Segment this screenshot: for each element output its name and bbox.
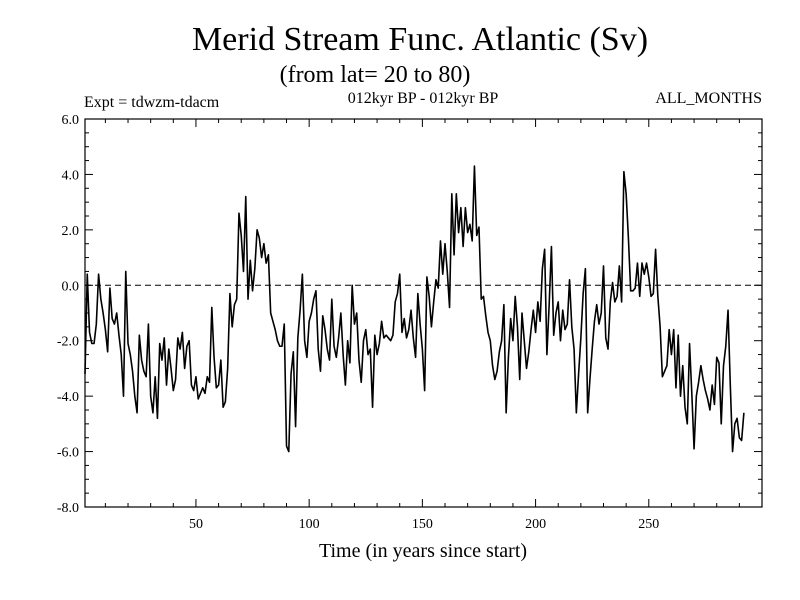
y-tick-label: -2.0 xyxy=(57,335,79,350)
x-tick-label: 150 xyxy=(412,517,433,532)
y-axis: -8.0 -6.0 -4.0 -2.0 0.0 2.0 4.0 6.0 xyxy=(57,113,762,516)
y-tick-label: -6.0 xyxy=(57,446,79,461)
x-tick-label: 250 xyxy=(638,517,659,532)
chart-title: Merid Stream Func. Atlantic (Sv) xyxy=(192,21,648,58)
y-tick-label: -8.0 xyxy=(57,501,79,516)
months-label: ALL_MONTHS xyxy=(655,90,762,107)
x-tick-label: 50 xyxy=(189,517,203,532)
y-tick-label: 4.0 xyxy=(62,168,80,183)
series-line xyxy=(84,165,745,453)
experiment-label: Expt = tdwzm-tdacm xyxy=(84,94,220,111)
y-tick-label: 6.0 xyxy=(62,113,80,128)
y-tick-label: -4.0 xyxy=(57,390,79,405)
x-tick-label: 100 xyxy=(299,517,320,532)
chart-subtitle: (from lat= 20 to 80) xyxy=(280,62,471,88)
y-tick-label: 0.0 xyxy=(62,279,80,294)
y-tick-label: 2.0 xyxy=(62,224,80,239)
x-tick-label: 200 xyxy=(525,517,546,532)
x-axis: 50 100 150 200 250 xyxy=(104,119,740,532)
period-label: 012kyr BP - 012kyr BP xyxy=(348,90,499,107)
plot-frame xyxy=(84,118,763,508)
x-axis-label: Time (in years since start) xyxy=(319,540,527,562)
